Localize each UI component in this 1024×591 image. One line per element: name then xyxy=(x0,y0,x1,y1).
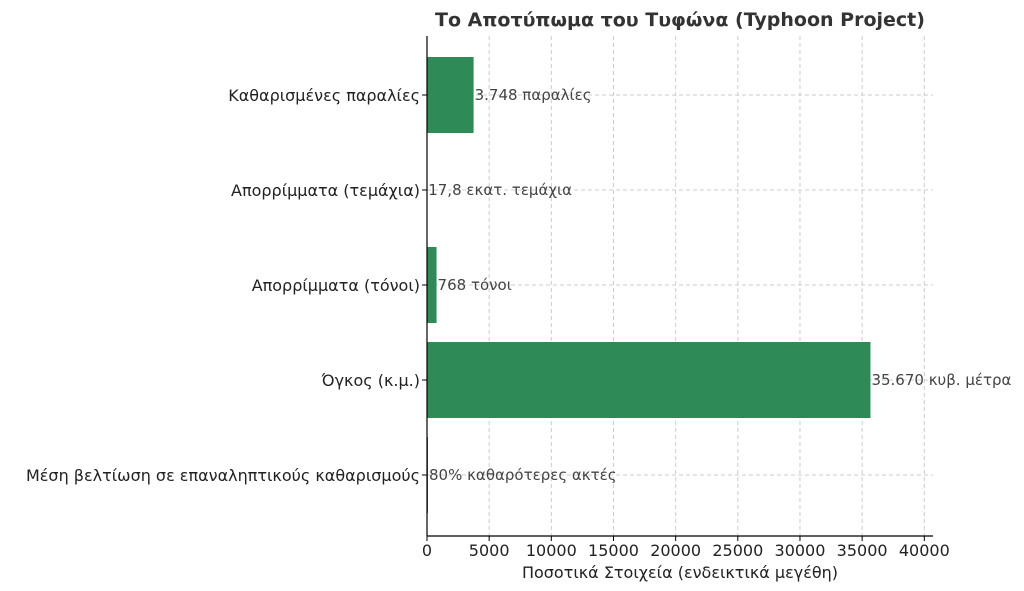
data-label: 80% καθαρότερες ακτές xyxy=(429,466,617,484)
category-labels: Καθαρισμένες παραλίες Απορρίμματα (τεμάχι… xyxy=(26,86,420,485)
x-tick-label: 30000 xyxy=(775,541,826,560)
x-axis-label: Ποσοτικά Στοιχεία (ενδεικτικά μεγέθη) xyxy=(522,563,838,582)
x-tick-label: 20000 xyxy=(650,541,701,560)
x-tick-label: 35000 xyxy=(837,541,888,560)
category-label: Απορρίμματα (τεμάχια) xyxy=(231,181,420,200)
data-labels: 3.748 παραλίες 17,8 εκατ. τεμάχια 768 τόνο… xyxy=(428,86,1011,484)
data-label: 17,8 εκατ. τεμάχια xyxy=(428,181,572,199)
bar xyxy=(427,342,871,418)
bar xyxy=(427,247,437,323)
category-label: Απορρίμματα (τόνοι) xyxy=(252,276,420,295)
x-tick-label: 10000 xyxy=(526,541,577,560)
data-label: 35.670 κυβ. μέτρα xyxy=(871,371,1011,389)
x-tick-label: 25000 xyxy=(712,541,763,560)
axes xyxy=(422,36,933,541)
x-tick-labels: 0 5000 10000 15000 20000 25000 30000 35000 40000 xyxy=(422,541,950,560)
data-label: 768 τόνοι xyxy=(438,276,512,294)
grid-lines xyxy=(427,36,933,536)
x-tick-label: 15000 xyxy=(588,541,639,560)
data-label: 3.748 παραλίες xyxy=(475,86,592,104)
bar xyxy=(427,57,474,133)
category-label: Όγκος (κ.μ.) xyxy=(321,371,420,390)
chart-title: Το Αποτύπωμα του Τυφώνα (Typhoon Project… xyxy=(435,9,925,31)
x-tick-label: 40000 xyxy=(899,541,950,560)
category-label: Καθαρισμένες παραλίες xyxy=(228,86,420,105)
x-tick-label: 0 xyxy=(422,541,432,560)
category-label: Μέση βελτίωση σε επαναληπτικούς καθαρισμ… xyxy=(26,466,420,485)
bars xyxy=(427,57,871,513)
x-tick-label: 5000 xyxy=(469,541,510,560)
